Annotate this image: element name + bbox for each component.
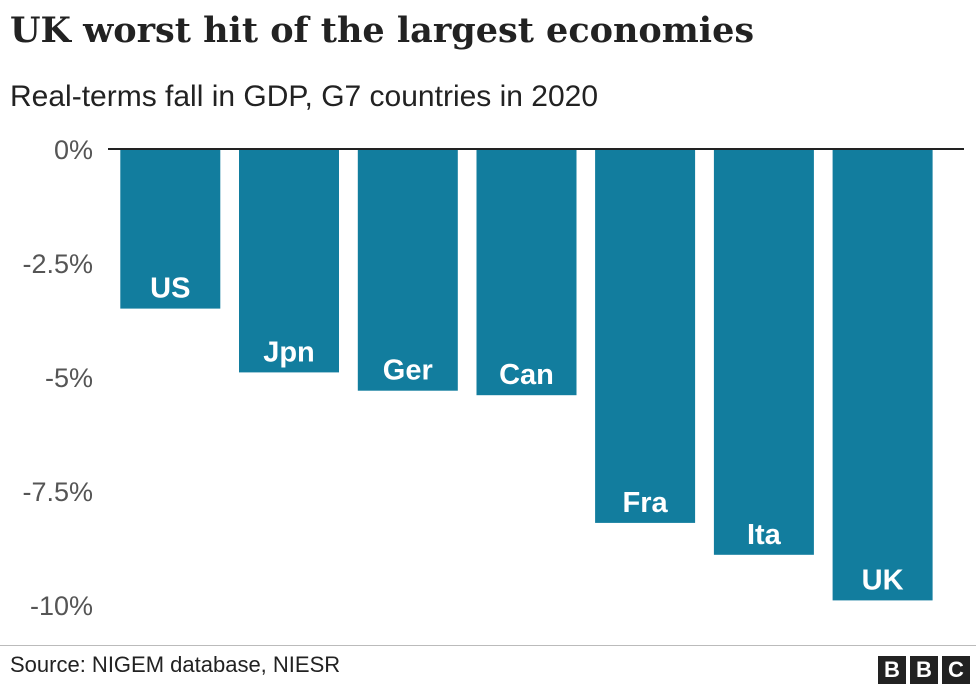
y-tick-label: -10%: [30, 591, 93, 621]
bar-jpn: [239, 149, 339, 373]
bbc-logo-letter: B: [910, 656, 938, 684]
bar-can: [476, 149, 577, 396]
footer-divider: [0, 645, 976, 646]
bar-label-ger: Ger: [383, 355, 433, 387]
bar-uk: [832, 149, 933, 601]
y-axis-ticks: 0% -2.5% -5% -7.5% -10%: [22, 135, 93, 621]
bar-us: [120, 149, 221, 309]
bar-label-uk: UK: [862, 564, 904, 596]
bbc-logo-letter: C: [942, 656, 970, 684]
y-tick-label: -5%: [45, 363, 93, 393]
bar-ita: [713, 149, 814, 555]
bar-chart: 0% -2.5% -5% -7.5% -10% US Jpn Ger Can Fra Ita UK: [22, 135, 964, 621]
source-note: Source: NIGEM database, NIESR: [10, 652, 341, 677]
bar-fra: [595, 149, 696, 523]
chart-title: UK worst hit of the largest economies: [10, 10, 755, 51]
bars-group: [120, 149, 933, 601]
bbc-logo-letter: B: [878, 656, 906, 684]
bar-ger: [357, 149, 458, 391]
bar-label-us: US: [150, 273, 190, 305]
bar-label-jpn: Jpn: [263, 336, 315, 368]
bar-labels-group: US Jpn Ger Can Fra Ita UK: [150, 273, 903, 597]
bar-label-can: Can: [499, 359, 554, 391]
bar-label-ita: Ita: [747, 519, 782, 551]
bar-label-fra: Fra: [623, 487, 669, 519]
y-tick-label: -7.5%: [22, 477, 93, 507]
bbc-logo: B B C: [878, 656, 970, 684]
y-tick-label: 0%: [54, 135, 93, 165]
chart-subtitle: Real-terms fall in GDP, G7 countries in …: [10, 80, 599, 113]
y-tick-label: -2.5%: [22, 249, 93, 279]
